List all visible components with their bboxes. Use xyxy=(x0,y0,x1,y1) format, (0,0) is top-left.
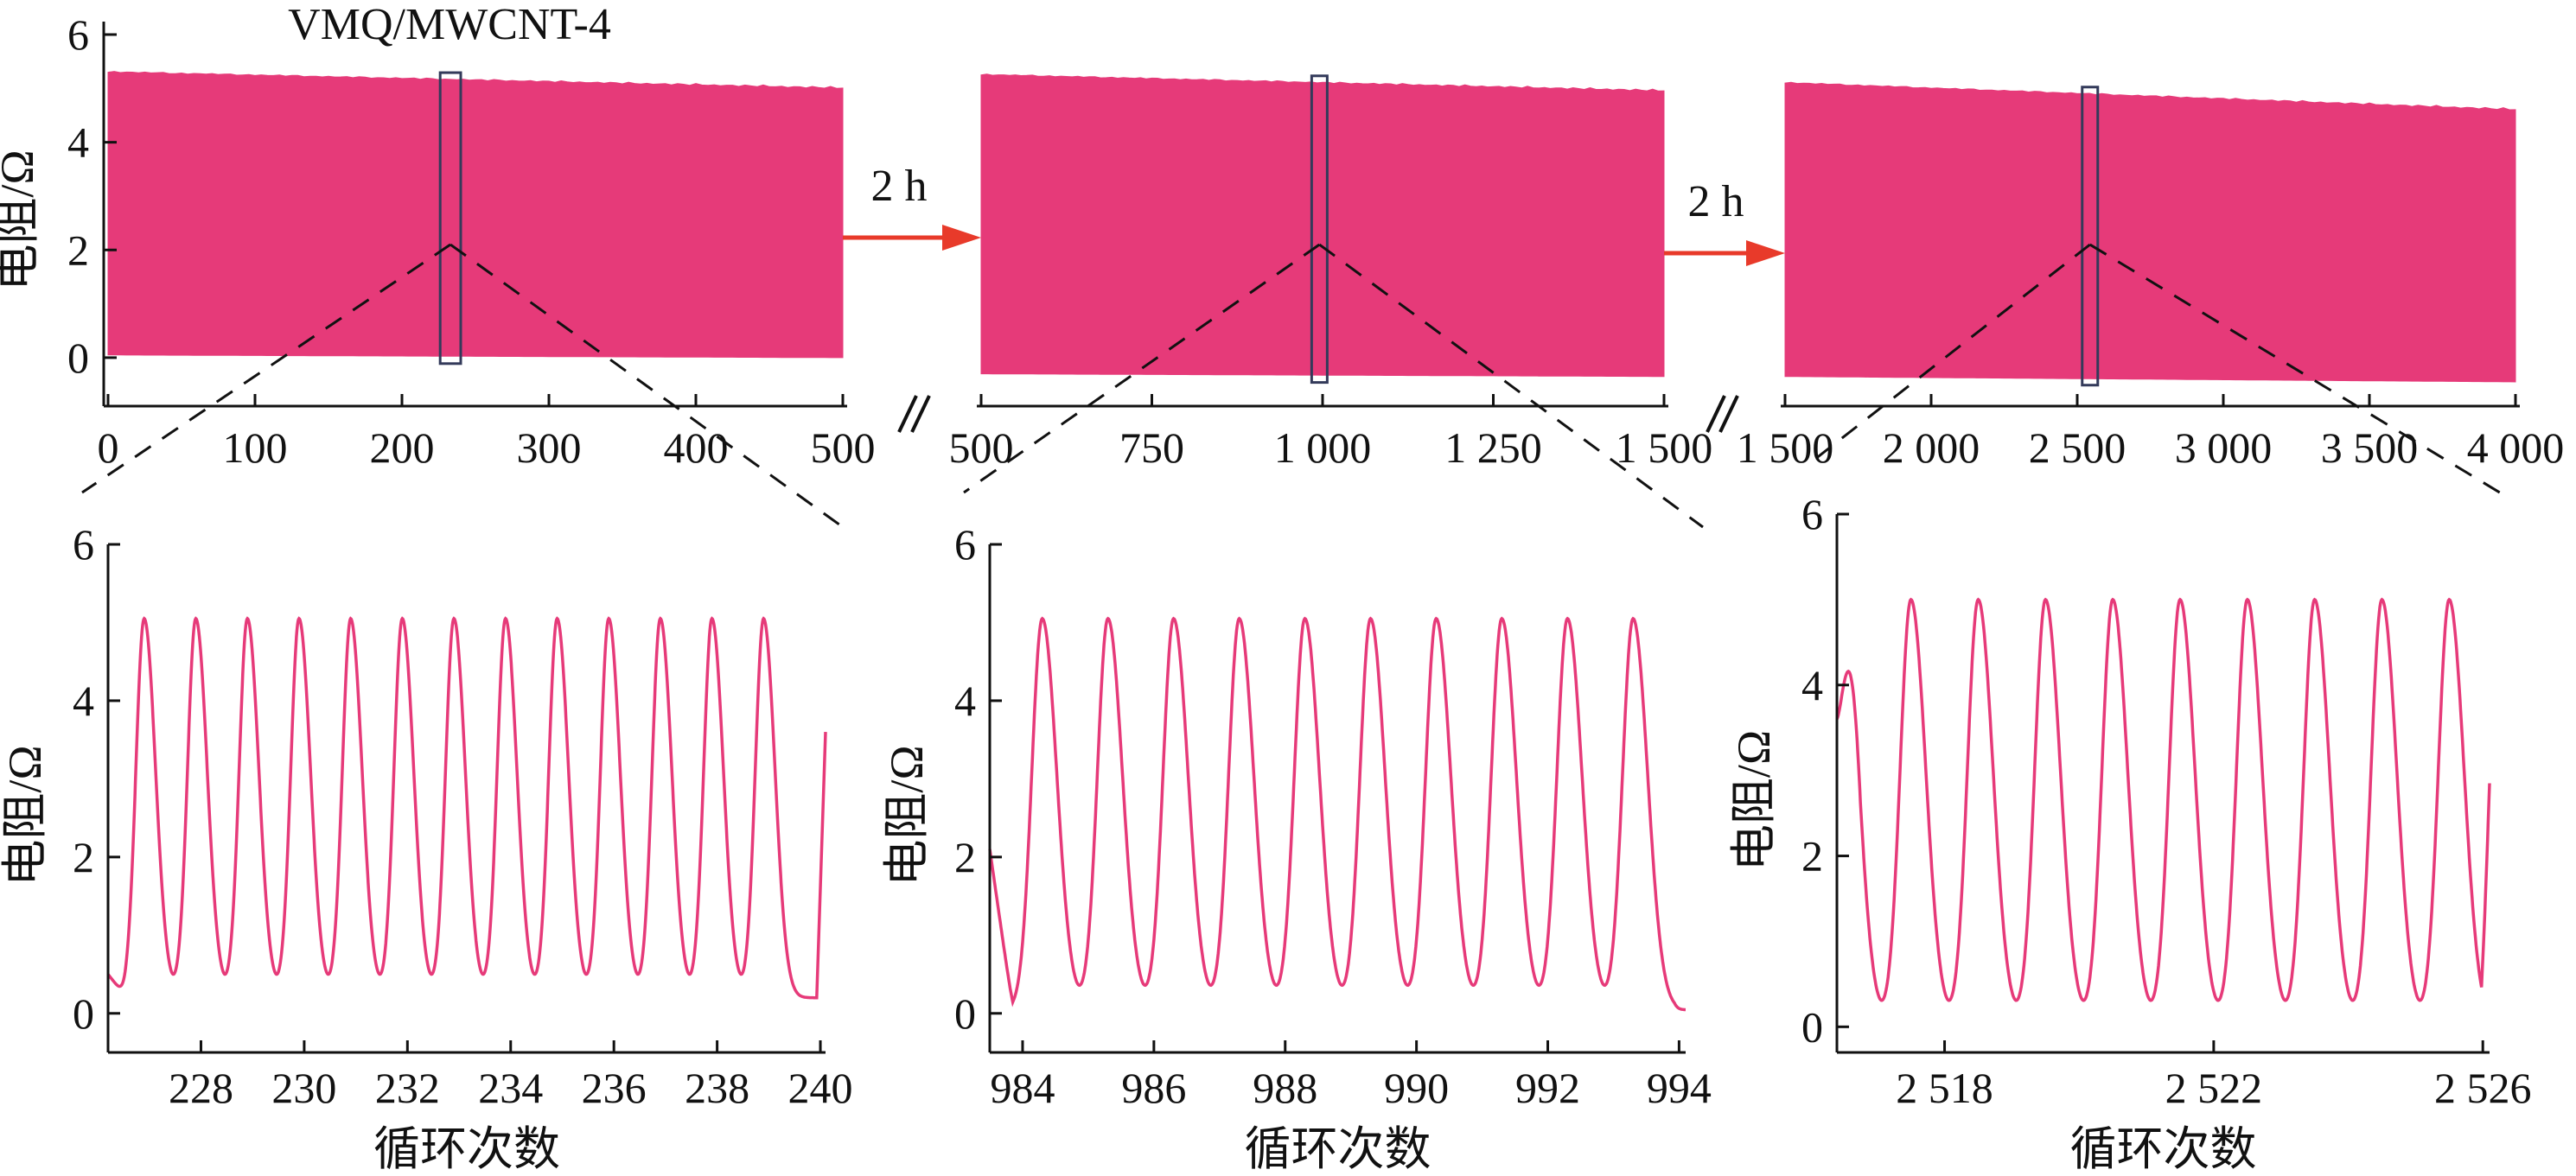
x-tick-label: 234 xyxy=(478,1064,543,1112)
y-axis-title: 电阻/Ω xyxy=(0,745,51,886)
y-tick-label: 4 xyxy=(954,677,976,725)
axis-break-mark xyxy=(1718,395,1739,433)
x-tick-label: 1 250 xyxy=(1444,423,1542,472)
x-tick-label: 240 xyxy=(788,1064,853,1112)
y-tick-label: 2 xyxy=(954,833,976,881)
top-row-axes: 0 2 4 6 电阻/Ω 0 100 200 300 400 500 500 750 1 000 1 250… xyxy=(0,10,2564,472)
x-tick-label: 994 xyxy=(1647,1064,1712,1112)
zoom-connector-left-2 xyxy=(963,243,1321,494)
y-tick-label: 6 xyxy=(954,520,976,569)
x-tick-label: 3 000 xyxy=(2175,423,2273,472)
x-tick-label: 750 xyxy=(1119,423,1184,472)
y-tick-label: 0 xyxy=(67,334,89,382)
zoom-plot-3: 0 2 4 6 2 518 2 522 2 526 循环次数 电阻/Ω xyxy=(1728,490,2531,1175)
y-tick-label: 4 xyxy=(73,677,94,725)
axis-break-mark xyxy=(1706,395,1726,433)
x-tick-label: 500 xyxy=(949,423,1014,472)
x-tick-label: 2 522 xyxy=(2165,1064,2263,1112)
x-tick-label: 500 xyxy=(811,423,876,472)
x-tick-label: 4 000 xyxy=(2467,423,2565,472)
y-tick-label: 0 xyxy=(73,989,94,1038)
zoom-connector-left-1 xyxy=(81,243,451,494)
x-tick-label: 992 xyxy=(1515,1064,1580,1112)
y-axis-title: 电阻/Ω xyxy=(881,745,933,886)
x-tick-label: 100 xyxy=(223,423,288,472)
zoom-connector-right-1 xyxy=(450,243,844,529)
y-tick-label: 6 xyxy=(73,520,94,569)
y-tick-label: 4 xyxy=(67,118,89,167)
y-tick-label: 6 xyxy=(67,10,89,59)
zoom-connector-right-3 xyxy=(2088,243,2508,499)
y-axis-title: 电阻/Ω xyxy=(1728,730,1780,871)
zoom-window-box-3 xyxy=(2081,86,2100,387)
x-tick-label: 1 000 xyxy=(1274,423,1372,472)
zoom-plot-2: 0 2 4 6 984 986 988 990 992 994 循环次数 电阻/Ω xyxy=(881,520,1712,1175)
resistance-line-3 xyxy=(1835,597,2491,1002)
resistance-band-2 xyxy=(980,73,1665,378)
zoom-connector-left-3 xyxy=(1810,243,2091,464)
axis-break-mark xyxy=(897,395,918,433)
sample-label: VMQ/MWCNT-4 xyxy=(288,0,611,49)
zoom-window-box-1 xyxy=(438,71,462,366)
x-tick-label: 0 xyxy=(98,423,119,472)
interval-arrow-1-head xyxy=(942,225,981,251)
zoom-connectors xyxy=(81,243,2508,529)
y-tick-label: 2 xyxy=(1801,832,1823,880)
y-tick-label: 0 xyxy=(1801,1002,1823,1051)
resistance-band-3 xyxy=(1784,81,2516,383)
x-tick-label: 990 xyxy=(1384,1064,1449,1112)
y-tick-label: 6 xyxy=(1801,490,1823,538)
interval-arrow-2-head xyxy=(1746,240,1785,266)
y-axis-title: 电阻/Ω xyxy=(0,149,43,290)
x-tick-label: 400 xyxy=(664,423,729,472)
x-tick-label: 2 518 xyxy=(1896,1064,1993,1112)
x-axis-title: 循环次数 xyxy=(2070,1123,2257,1175)
y-tick-label: 2 xyxy=(73,833,94,881)
x-tick-label: 200 xyxy=(370,423,435,472)
axis-breaks xyxy=(897,395,1739,433)
zoom-window-box-2 xyxy=(1310,74,1329,385)
x-tick-label: 2 000 xyxy=(1883,423,1980,472)
x-tick-label: 1 500 xyxy=(1737,423,1834,472)
x-tick-label: 230 xyxy=(271,1064,336,1112)
resistance-line-1 xyxy=(106,616,827,1000)
overview-plot-3: 1 500 2 000 2 500 3 000 3 500 4 000 xyxy=(1737,81,2565,472)
x-tick-label: 300 xyxy=(517,423,582,472)
x-tick-label: 238 xyxy=(685,1064,749,1112)
overview-plot-1: 0 2 4 6 电阻/Ω 0 100 200 300 400 500 xyxy=(0,10,876,472)
x-tick-label: 984 xyxy=(990,1064,1055,1112)
zoom-connector-right-2 xyxy=(1318,243,1704,529)
x-tick-label: 986 xyxy=(1121,1064,1186,1112)
x-tick-label: 228 xyxy=(169,1064,233,1112)
x-axis-title: 循环次数 xyxy=(1245,1123,1431,1175)
resistance-band-1 xyxy=(107,71,844,359)
y-tick-label: 4 xyxy=(1801,661,1823,709)
interval-label-2: 2 h xyxy=(1688,177,1744,226)
x-axis-title: 循环次数 xyxy=(373,1123,560,1175)
x-tick-label: 1 500 xyxy=(1616,423,1713,472)
resistance-line-2 xyxy=(988,616,1686,1012)
interval-label-1: 2 h xyxy=(871,162,928,211)
x-tick-label: 236 xyxy=(582,1064,647,1112)
zoom-plot-1: 0 2 4 6 228 230 232 234 236 238 240 循环次数 电阻/Ω xyxy=(0,520,853,1175)
y-tick-label: 0 xyxy=(954,989,976,1038)
overview-plot-2: 500 750 1 000 1 250 1 500 xyxy=(949,73,1713,472)
x-tick-label: 2 500 xyxy=(2029,423,2126,472)
y-tick-label: 2 xyxy=(67,226,89,274)
x-tick-label: 2 526 xyxy=(2434,1064,2532,1112)
interval-arrows: 2 h 2 h xyxy=(843,162,1785,266)
x-tick-label: 988 xyxy=(1253,1064,1317,1112)
x-tick-label: 3 500 xyxy=(2321,423,2419,472)
x-tick-label: 232 xyxy=(375,1064,440,1112)
axis-break-mark xyxy=(910,395,931,433)
